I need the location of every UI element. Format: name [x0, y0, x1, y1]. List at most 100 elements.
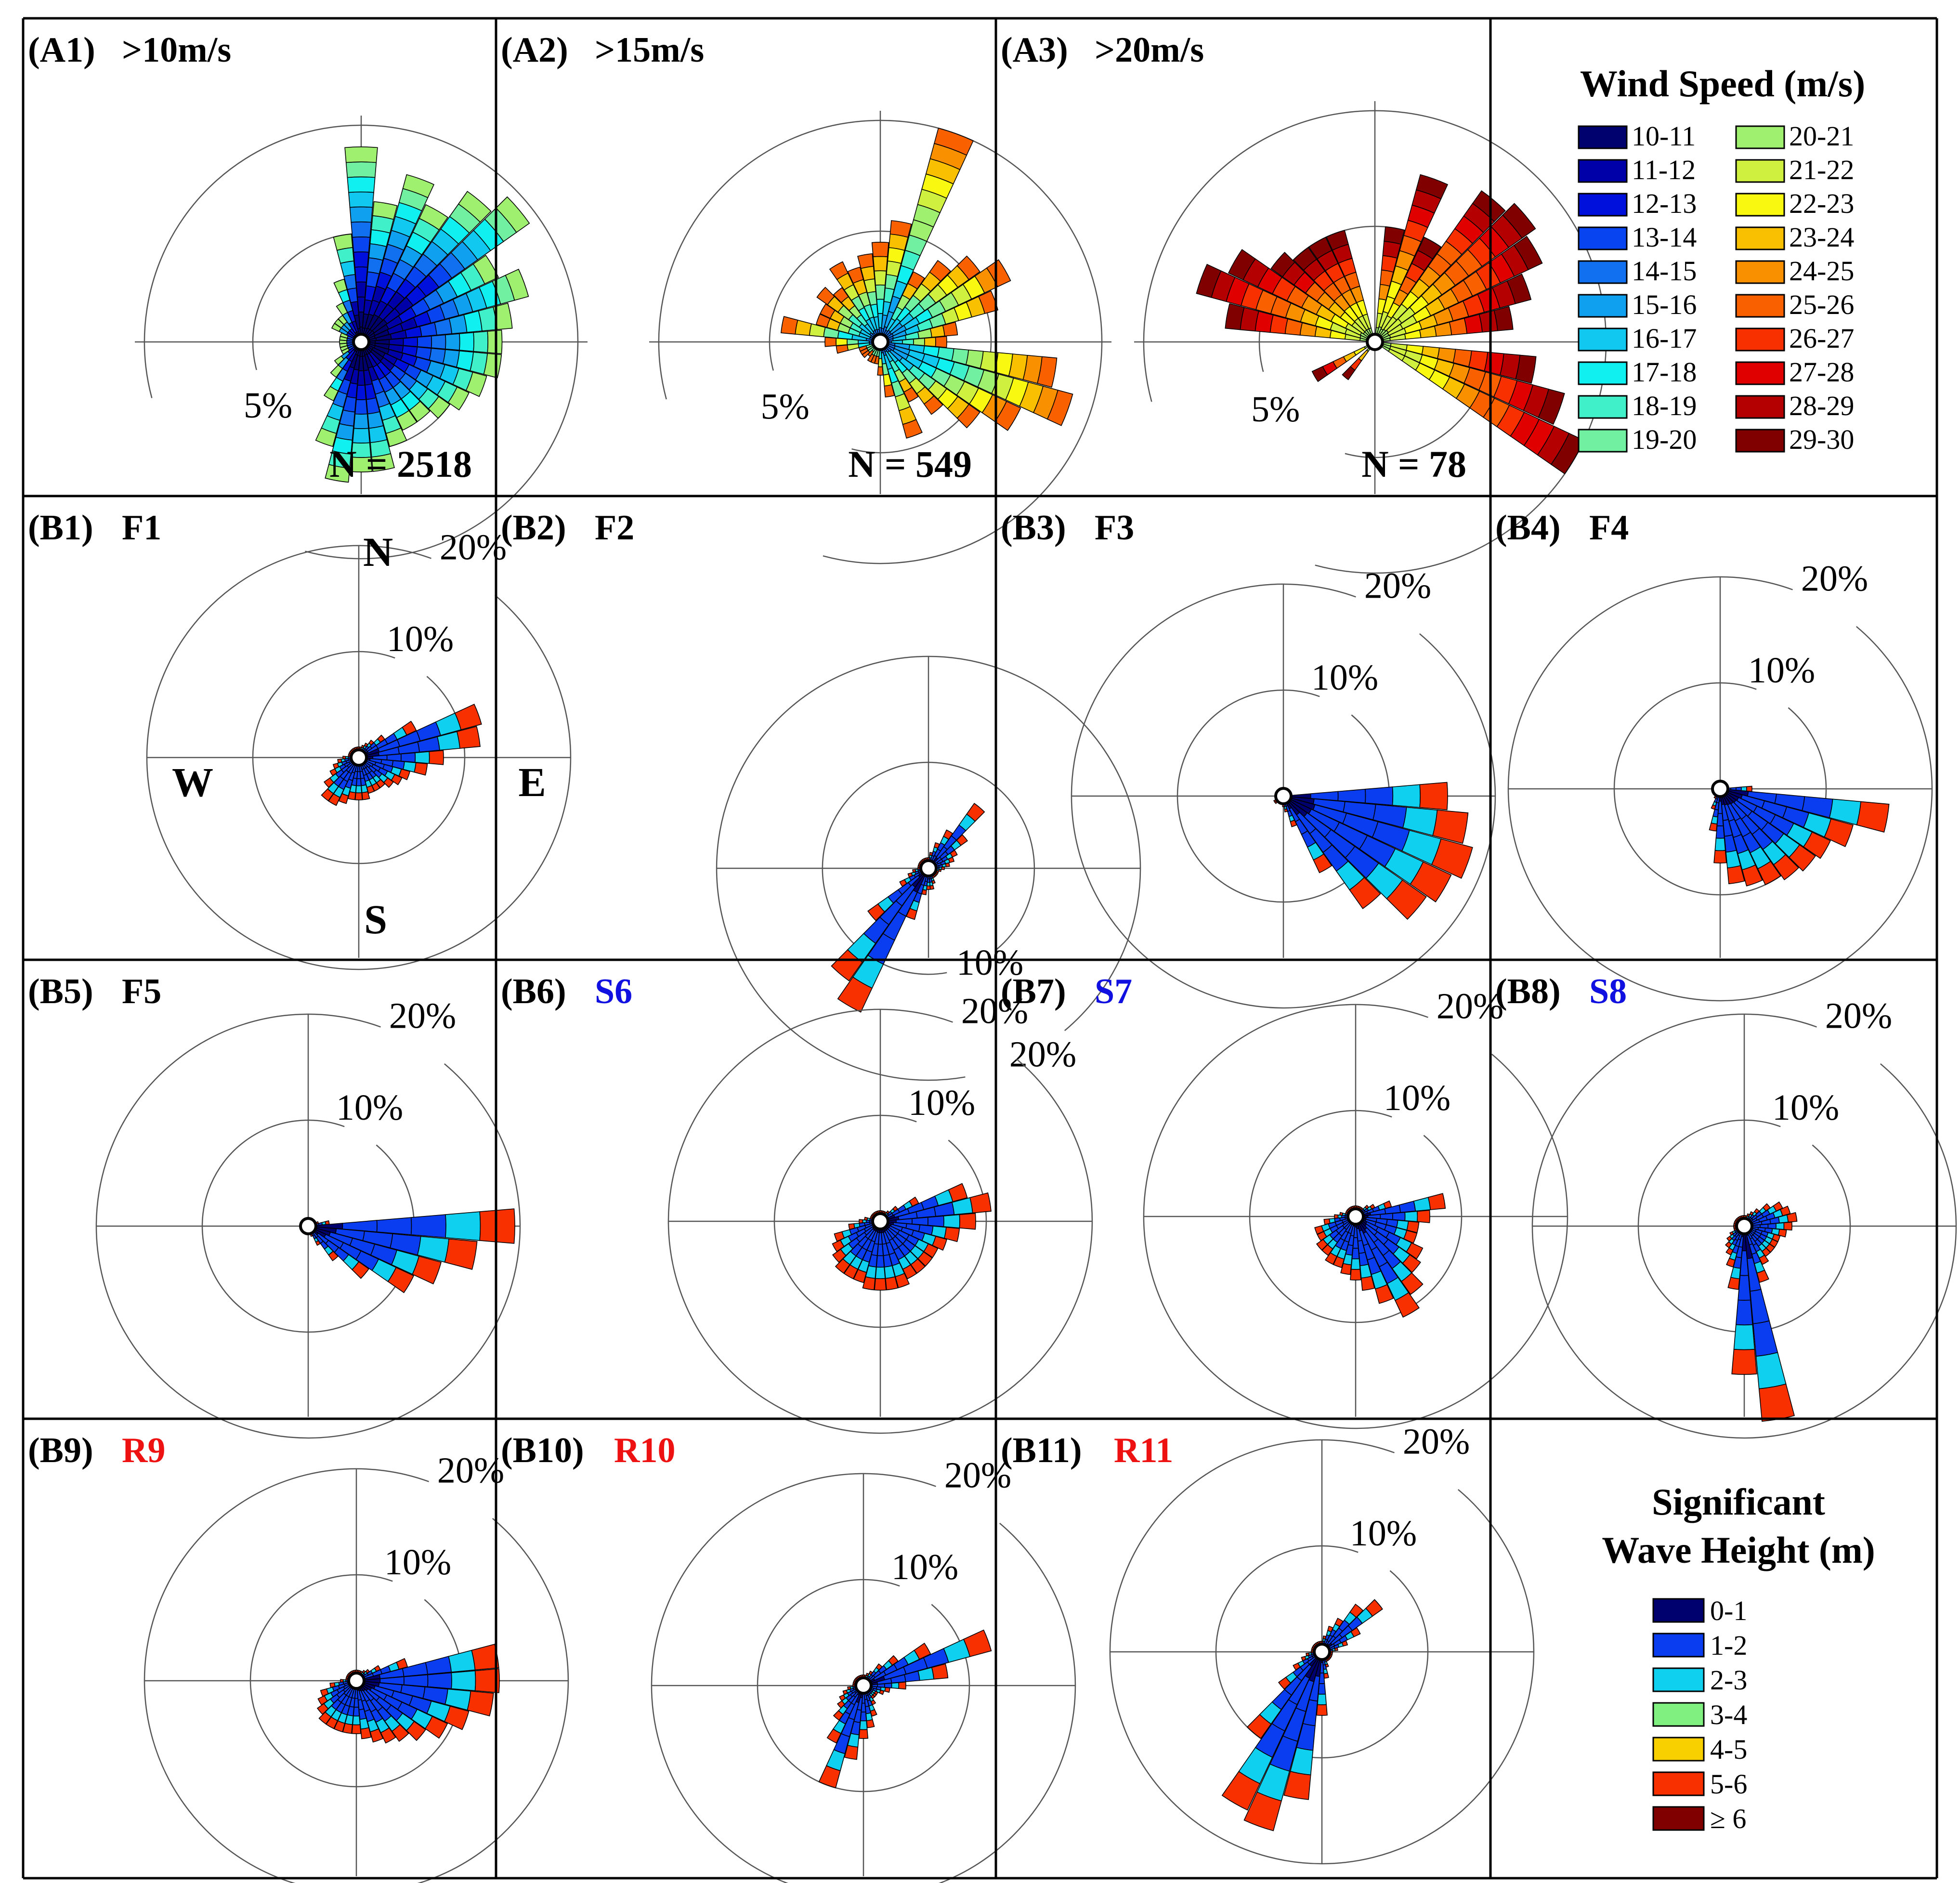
rose-bar-band [956, 404, 980, 429]
rose-bar-band [1417, 236, 1442, 260]
rose-bar-band [391, 774, 403, 785]
rose-bar-band [353, 413, 369, 429]
legend-label: 17-18 [1632, 356, 1697, 388]
rose-bar-band [923, 395, 943, 415]
ring-10 [1143, 110, 1607, 574]
rose-bar-band [829, 261, 849, 280]
rose-bar-band [371, 453, 395, 472]
panel-label: (B2) [501, 508, 566, 548]
sample-count: N = 549 [848, 443, 972, 485]
rose-panel-a2: 5% (A2) >15m/s N = 549 [501, 30, 1111, 564]
rose-bar-band [874, 270, 887, 286]
rose-bar-band [816, 287, 835, 305]
rose-bar-band [372, 201, 398, 220]
ring-label: 20% [1364, 566, 1431, 606]
rose-bar [928, 803, 985, 869]
rose-bar-band [1417, 1210, 1430, 1223]
legend-swatch [1578, 159, 1628, 183]
legend-label: 20-21 [1789, 120, 1854, 152]
ring-label: 20% [1403, 1422, 1470, 1462]
rose-bar-band [418, 204, 448, 231]
rose-bar-band [355, 281, 367, 298]
rose-bar-band [884, 384, 895, 398]
ring-label: 20% [1009, 1034, 1076, 1074]
rose-bar-band [1419, 782, 1448, 811]
rose-bar-band [1506, 274, 1532, 304]
legend-swatch [1652, 1702, 1705, 1727]
rose-bar-band [898, 1681, 906, 1690]
rose-bar-band [445, 1211, 481, 1241]
rose-bar-band [926, 885, 931, 890]
rose-bar-band [1775, 1222, 1785, 1230]
sample-count: N = 2518 [329, 443, 472, 485]
panel-label: (B5) [28, 972, 93, 1011]
panel-title: R10 [614, 1431, 675, 1470]
cardinal-n: N [363, 529, 393, 575]
ring-label: 10% [387, 619, 454, 659]
center-marker [854, 1676, 873, 1695]
rose-panel-a1: 5% (A1) >10m/s N = 2518 [28, 30, 588, 560]
rose-bar-band [1392, 784, 1421, 808]
rose-bar-band [344, 146, 378, 163]
rose-bar-band [941, 866, 945, 870]
center-marker [1313, 1643, 1331, 1661]
rose-bar [880, 290, 999, 342]
rose-bar-band [820, 303, 836, 319]
rose-bar-band [859, 1219, 863, 1224]
rose-bar-band [847, 266, 864, 284]
rose-bar-band [938, 869, 942, 872]
rose-bar-band [447, 386, 470, 411]
panel-title: >15m/s [595, 30, 704, 70]
legend-swatch [1652, 1806, 1705, 1831]
rose-bar-band [340, 1679, 344, 1683]
rose-bar-band [332, 763, 340, 770]
rose-bar-band [889, 220, 912, 238]
wind-legend-title: Wind Speed (m/s) [1580, 63, 1865, 105]
ring-label: 20% [1801, 559, 1868, 599]
ring-20 [1071, 583, 1496, 1009]
rose-bar-band [325, 1220, 330, 1225]
cardinal-w: W [172, 759, 213, 805]
rose-bar [831, 868, 929, 981]
rose-bar-band [860, 1711, 867, 1722]
rose-bar-band [361, 791, 370, 800]
rose-bar [816, 287, 881, 342]
rose-bar-band [848, 1223, 855, 1230]
ring-label: 10% [384, 1542, 451, 1582]
panel-title: >20m/s [1095, 30, 1204, 70]
legend-swatch [1652, 1771, 1705, 1796]
wave-legend-item: 3-4 [1652, 1699, 1747, 1730]
center-marker [352, 333, 370, 351]
center-marker [1274, 787, 1293, 805]
rose-bar [333, 234, 362, 342]
rose-bar-band [1392, 1212, 1406, 1221]
rose-bar-band [1515, 354, 1537, 384]
legend-swatch [1735, 395, 1785, 419]
legend-label: 27-28 [1789, 356, 1854, 388]
rose-bar [880, 260, 952, 342]
rose-bar-band [354, 399, 368, 415]
rose-bar-band [402, 720, 417, 736]
rose-bar-band [1415, 174, 1449, 199]
ring-label: 20% [1437, 986, 1503, 1027]
center-marker [1366, 333, 1384, 351]
rose-bar-band [342, 756, 346, 759]
legend-label: 21-22 [1789, 154, 1854, 185]
rose-bar [358, 704, 482, 758]
rose-bar-band [352, 1715, 361, 1726]
rose-bar [1228, 249, 1375, 342]
ring-10 [658, 119, 1103, 564]
rose-bar-band [1350, 1268, 1361, 1281]
rose-bar-band [472, 255, 499, 285]
rose-bar [880, 336, 947, 348]
panel-title: F5 [122, 972, 161, 1011]
rose-bar-band [1538, 389, 1565, 425]
rose-bar-band [325, 464, 350, 483]
rose-bar-band [1196, 263, 1222, 298]
rose-bar-band [924, 337, 936, 347]
rose-bar [358, 757, 428, 776]
center-marker [871, 1212, 889, 1230]
rose-bar-band [451, 1670, 476, 1691]
rose-bar-band [1037, 356, 1058, 388]
rose-bar [837, 868, 929, 1013]
